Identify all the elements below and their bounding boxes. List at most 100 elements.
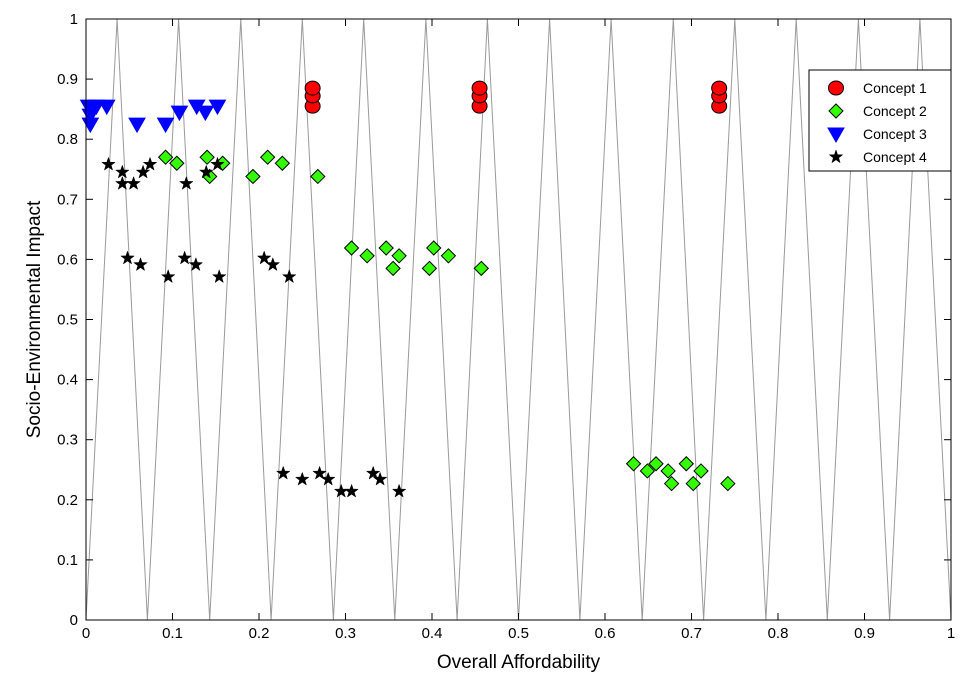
x-tick-label: 0.5 [508, 625, 529, 642]
x-tick-label: 0 [82, 625, 90, 642]
y-tick-label: 0.7 [57, 191, 78, 208]
data-point [378, 240, 394, 256]
x-tick-label: 0.9 [854, 625, 875, 642]
data-point [101, 156, 116, 171]
data-point [365, 465, 381, 480]
legend: Concept 1 Concept 2 Concept 3 Concept 4 [808, 69, 952, 172]
y-tick-label: 0.5 [57, 312, 78, 329]
series-1 [304, 80, 728, 114]
data-point [294, 471, 310, 486]
x-tick-label: 0.1 [162, 625, 183, 642]
data-point [344, 483, 359, 498]
data-point [196, 105, 215, 122]
y-axis-label: Socio-Environmental Impact [24, 200, 45, 438]
data-point [133, 257, 148, 272]
data-point [391, 248, 407, 264]
x-tick-label: 0.8 [768, 625, 789, 642]
x-tick-label: 0.4 [422, 625, 443, 642]
data-point [440, 248, 457, 264]
data-point [685, 475, 701, 492]
data-point [372, 471, 388, 486]
data-point [660, 463, 676, 479]
data-point [711, 80, 728, 96]
data-point [177, 250, 193, 265]
data-point [385, 260, 401, 277]
axis-ticks: 0 0.1 0.2 0.3 0.4 0.5 0.6 0.7 0.8 0.9 1 0 0.1 0.2 0.3 0… [57, 11, 955, 642]
legend-label: Concept 1 [863, 80, 927, 96]
legend-marker [828, 80, 844, 96]
x-tick-label: 0.3 [335, 625, 356, 642]
legend-label: Concept 4 [863, 149, 927, 165]
data-points [79, 80, 736, 498]
data-point [471, 80, 488, 96]
y-tick-label: 0 [70, 612, 78, 629]
data-point [120, 250, 135, 265]
legend-marker [828, 149, 844, 164]
data-point [126, 175, 141, 190]
data-point [312, 465, 327, 480]
data-point [359, 248, 375, 264]
x-tick-label: 0.6 [595, 625, 616, 642]
data-point [198, 164, 214, 179]
background-zigzag [86, 19, 951, 620]
x-tick-label: 0.7 [681, 625, 702, 642]
data-point [473, 260, 490, 277]
data-point [625, 456, 642, 472]
x-tick-label: 0.2 [249, 625, 270, 642]
data-point [211, 269, 227, 284]
legend-label: Concept 2 [863, 103, 927, 119]
data-point [256, 250, 272, 265]
data-point [678, 456, 695, 472]
y-tick-label: 0.9 [57, 71, 78, 88]
legend-marker [828, 103, 844, 119]
zigzag-line [86, 19, 951, 620]
data-point [128, 117, 146, 134]
data-point [170, 105, 189, 122]
y-tick-label: 0.8 [57, 131, 78, 148]
data-point [343, 240, 360, 256]
data-point [391, 483, 407, 498]
data-point [160, 269, 176, 284]
data-point [426, 240, 442, 256]
data-point [693, 463, 709, 479]
data-point [639, 463, 656, 479]
data-point [199, 149, 215, 165]
legend-marker [827, 127, 845, 144]
y-tick-label: 0.3 [57, 432, 78, 449]
y-tick-label: 0.1 [57, 552, 78, 569]
data-point [259, 149, 276, 165]
x-axis-label: Overall Affordability [437, 652, 601, 673]
legend-label: Concept 3 [863, 126, 927, 142]
data-point [114, 164, 130, 179]
data-point [188, 257, 204, 272]
data-point [663, 475, 680, 492]
data-point [421, 260, 438, 277]
data-point [97, 99, 116, 116]
data-point [720, 475, 736, 492]
data-point [142, 156, 158, 171]
data-point [265, 257, 281, 272]
data-point [304, 80, 321, 96]
data-point [157, 149, 174, 165]
data-point [208, 99, 227, 116]
data-point [135, 164, 151, 179]
x-tick-label: 1 [947, 625, 955, 642]
data-point [281, 269, 297, 284]
data-point [178, 175, 194, 190]
data-point [274, 155, 291, 171]
data-point [275, 465, 291, 480]
plot-area [86, 19, 951, 620]
data-point [210, 156, 225, 171]
y-tick-label: 0.6 [57, 251, 78, 268]
data-point [169, 155, 185, 171]
data-point [648, 456, 664, 472]
y-tick-label: 0.4 [57, 372, 78, 389]
y-tick-label: 1 [70, 11, 78, 28]
series-4 [101, 156, 407, 498]
series-2 [157, 149, 736, 492]
data-point [245, 168, 261, 185]
data-point [310, 168, 326, 185]
data-point [320, 471, 336, 486]
y-tick-label: 0.2 [57, 492, 78, 509]
